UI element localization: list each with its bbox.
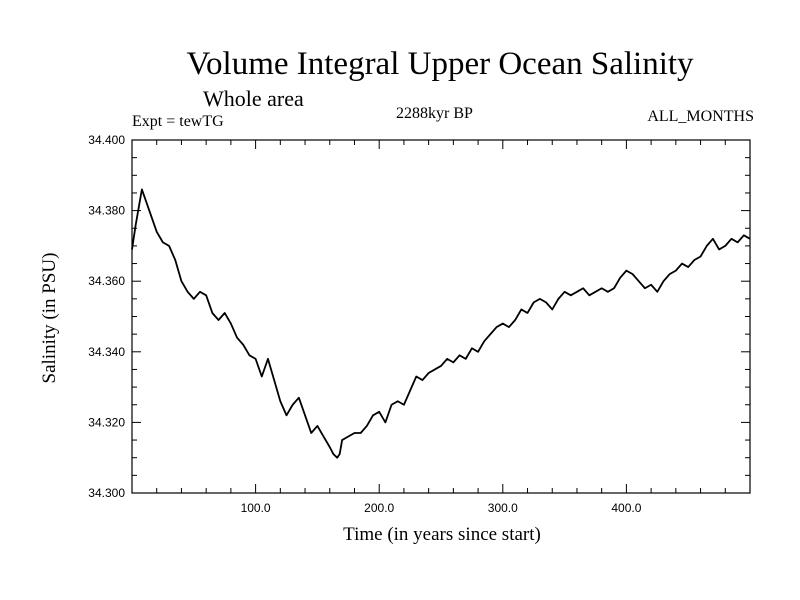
- x-axis-label: Time (in years since start): [343, 524, 541, 545]
- x-tick-label: 100.0: [241, 501, 271, 515]
- period-label: 2288kyr BP: [396, 105, 473, 122]
- x-tick-label: 300.0: [488, 501, 518, 515]
- y-tick-label: 34.300: [88, 486, 125, 500]
- axis-ticks: 100.0 200.0 300.0 400.0 34.300 34.320 34.340 34…: [88, 133, 750, 515]
- y-tick-label: 34.320: [88, 415, 125, 429]
- chart-subtitle: Whole area: [203, 86, 304, 111]
- y-tick-label: 34.380: [88, 204, 125, 218]
- plot-frame: [131, 139, 751, 494]
- chart-title: Volume Integral Upper Ocean Salinity: [186, 46, 694, 82]
- x-tick-label: 400.0: [611, 501, 641, 515]
- experiment-label: Expt = tewTG: [132, 113, 224, 130]
- x-tick-label: 200.0: [364, 501, 394, 515]
- y-tick-label: 34.360: [88, 274, 125, 288]
- y-tick-label: 34.340: [88, 345, 125, 359]
- months-label: ALL_MONTHS: [647, 108, 754, 125]
- salinity-series-line: [131, 188, 751, 459]
- y-tick-label: 34.400: [88, 133, 125, 147]
